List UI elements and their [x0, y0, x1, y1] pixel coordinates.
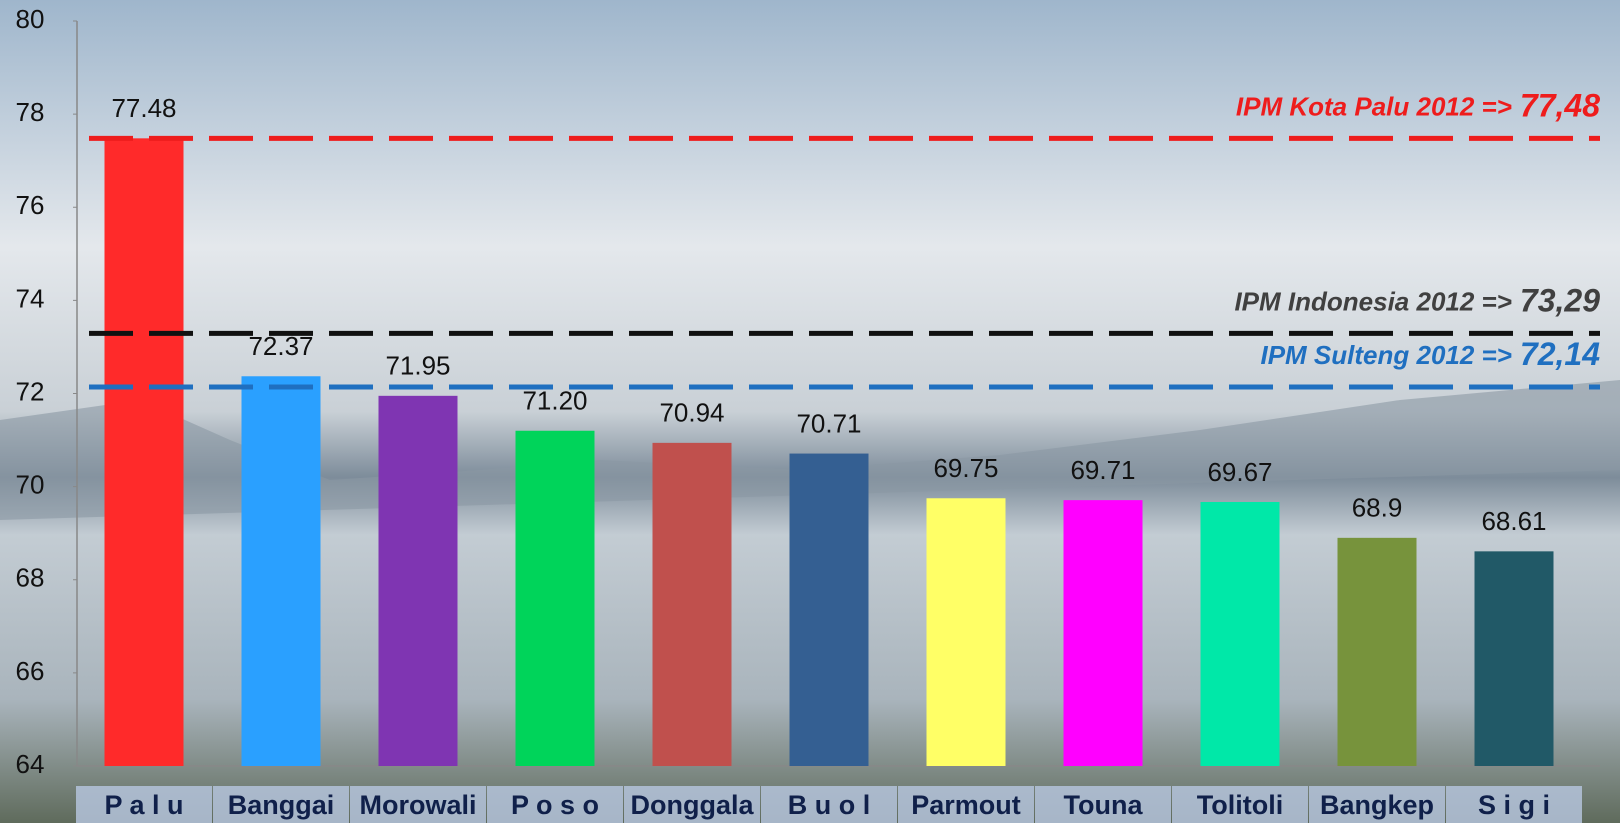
x-tick-label: Bangkep [1320, 790, 1434, 820]
y-tick-label: 64 [16, 749, 45, 779]
y-tick-label: 70 [16, 470, 45, 500]
value-label: 68.9 [1352, 493, 1403, 523]
bar [926, 498, 1006, 766]
x-tick-label: Banggai [228, 790, 335, 820]
value-label: 68.61 [1481, 506, 1546, 536]
reference-label: IPM Kota Palu 2012 => 77,48 [1236, 88, 1600, 124]
y-tick-label: 74 [16, 283, 45, 313]
value-label: 71.20 [522, 386, 587, 416]
value-label: 69.75 [933, 453, 998, 483]
x-tick-label: Parmout [911, 790, 1021, 820]
x-tick-label: Donggala [630, 790, 754, 820]
bar [1063, 500, 1143, 766]
y-tick-label: 80 [16, 4, 45, 34]
reference-label: IPM Indonesia 2012 => 73,29 [1234, 283, 1600, 319]
value-label: 69.67 [1207, 457, 1272, 487]
reference-label-text: IPM Kota Palu 2012 => [1236, 91, 1512, 121]
x-label-box [1446, 786, 1582, 823]
y-tick-label: 72 [16, 376, 45, 406]
bar [104, 138, 184, 766]
bar [652, 442, 732, 766]
bar [1200, 501, 1280, 766]
value-label: 70.94 [659, 398, 724, 428]
x-tick-label: S i g i [1478, 790, 1550, 820]
x-label-box [1172, 786, 1308, 823]
reference-value: 72,14 [1520, 336, 1600, 372]
value-label: 69.71 [1070, 455, 1135, 485]
y-tick-label: 68 [16, 563, 45, 593]
x-label-box [624, 786, 760, 823]
x-label-box [350, 786, 486, 823]
bar [241, 376, 321, 766]
y-tick-label: 78 [16, 97, 45, 127]
reference-label: IPM Sulteng 2012 => 72,14 [1260, 336, 1600, 372]
x-tick-label: P o s o [511, 790, 599, 820]
x-label-box [487, 786, 623, 823]
x-tick-label: B u o l [788, 790, 871, 820]
x-tick-label: Touna [1064, 790, 1144, 820]
value-label: 72.37 [248, 331, 313, 361]
x-tick-label: P a l u [104, 790, 183, 820]
value-label: 70.71 [796, 408, 861, 438]
x-label-box [761, 786, 897, 823]
x-label-box [76, 786, 212, 823]
reference-label-text: IPM Sulteng 2012 => [1260, 340, 1511, 370]
y-tick-label: 76 [16, 190, 45, 220]
x-label-box [1309, 786, 1445, 823]
value-label: 77.48 [111, 93, 176, 123]
reference-label-text: IPM Indonesia 2012 => [1234, 286, 1511, 316]
bar [789, 453, 869, 766]
reference-value: 77,48 [1520, 88, 1600, 124]
x-label-box [898, 786, 1034, 823]
bar [1474, 551, 1554, 766]
value-label: 71.95 [385, 351, 450, 381]
reference-value: 73,29 [1520, 283, 1600, 319]
x-tick-label: Morowali [359, 790, 476, 820]
bar [378, 395, 458, 766]
bar [515, 430, 595, 766]
x-label-box [213, 786, 349, 823]
y-tick-label: 66 [16, 656, 45, 686]
x-label-box [1035, 786, 1171, 823]
bar [1337, 537, 1417, 766]
x-tick-label: Tolitoli [1197, 790, 1283, 820]
